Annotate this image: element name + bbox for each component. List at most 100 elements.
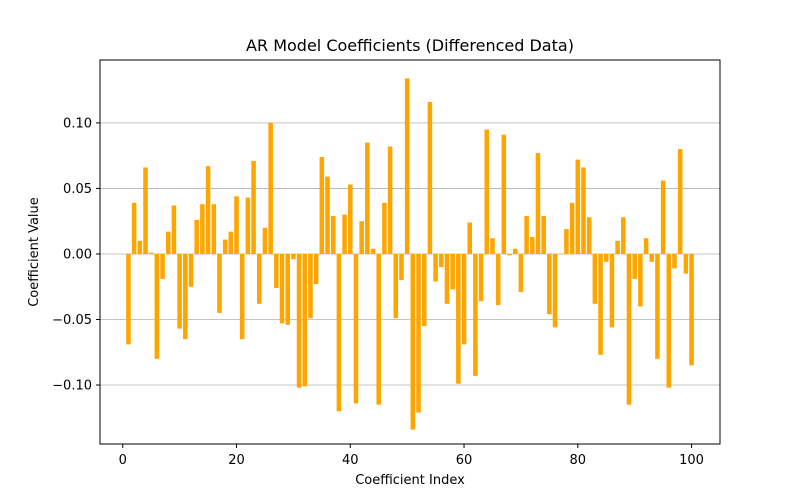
bar (320, 157, 325, 254)
y-tick-label: −0.05 (52, 313, 92, 328)
bar (672, 254, 677, 268)
bar (149, 253, 154, 254)
bar (416, 254, 421, 413)
bar (644, 238, 649, 254)
bar (263, 228, 268, 254)
bar (200, 204, 205, 254)
bar (496, 254, 501, 305)
x-tick-label: 20 (228, 453, 245, 468)
bar (661, 181, 666, 254)
bar (155, 254, 160, 359)
bar (388, 146, 393, 253)
bar (297, 254, 302, 388)
bar (536, 153, 541, 254)
bar (229, 232, 234, 254)
bar (610, 254, 615, 327)
x-tick-label: 60 (456, 453, 473, 468)
bar (314, 254, 319, 284)
bar (541, 216, 546, 254)
bar (598, 254, 603, 355)
bar (655, 254, 660, 359)
bar (166, 232, 171, 254)
bar (325, 177, 330, 254)
bar (513, 249, 518, 254)
bar (507, 254, 512, 255)
bar (627, 254, 632, 405)
x-axis-label: Coefficient Index (355, 473, 465, 488)
x-tick-label: 100 (679, 453, 704, 468)
x-tick-label: 0 (119, 453, 127, 468)
y-tick-label: 0.05 (63, 182, 92, 197)
chart-title: AR Model Coefficients (Differenced Data) (246, 36, 574, 55)
bar (502, 135, 507, 254)
x-tick-label: 40 (342, 453, 359, 468)
bar (183, 254, 188, 339)
bar (490, 238, 495, 254)
bar (638, 254, 643, 306)
bar (217, 254, 222, 313)
bar (177, 254, 182, 329)
bar (371, 249, 376, 254)
bar (689, 254, 694, 365)
bar (126, 254, 131, 344)
bar (524, 216, 529, 254)
y-tick-label: −0.10 (52, 379, 92, 394)
bar (274, 254, 279, 288)
bar (473, 254, 478, 376)
bar (132, 203, 137, 254)
bar (553, 254, 558, 327)
bar (485, 129, 490, 254)
y-tick-label: 0.10 (63, 116, 92, 131)
bar (365, 143, 370, 254)
bar (422, 254, 427, 326)
bar (450, 254, 455, 289)
bar (462, 254, 467, 344)
bar (576, 160, 581, 254)
bar (382, 203, 387, 254)
bar (593, 254, 598, 304)
bar (138, 241, 143, 254)
bar (285, 254, 290, 325)
bar (479, 254, 484, 301)
bar (530, 237, 535, 254)
bar (302, 254, 307, 386)
x-tick-label: 80 (570, 453, 587, 468)
bar (405, 78, 410, 254)
bar (428, 102, 433, 254)
bar (280, 254, 285, 323)
bar (667, 254, 672, 388)
bar (632, 254, 637, 279)
y-axis-label: Coefficient Value (27, 197, 42, 307)
bar (172, 205, 177, 253)
bar (291, 254, 296, 259)
bar (519, 254, 524, 292)
bar (143, 167, 148, 253)
bar (331, 216, 336, 254)
bar (684, 254, 689, 274)
bar (615, 241, 620, 254)
bar (649, 254, 654, 262)
bar (268, 123, 273, 254)
bar (234, 196, 239, 254)
bar (240, 254, 245, 339)
bar (394, 254, 399, 318)
bar (445, 254, 450, 304)
bar (223, 240, 228, 254)
bar (376, 254, 381, 405)
bar (337, 254, 342, 411)
bar (246, 198, 251, 254)
bar (439, 254, 444, 267)
bar (251, 161, 256, 254)
bar (160, 254, 165, 279)
bar (206, 166, 211, 254)
bar (399, 254, 404, 280)
bar (570, 203, 575, 254)
bar (581, 167, 586, 253)
bar (564, 229, 569, 254)
bar (587, 217, 592, 254)
bar (354, 254, 359, 403)
bar (308, 254, 313, 318)
bar (189, 254, 194, 287)
